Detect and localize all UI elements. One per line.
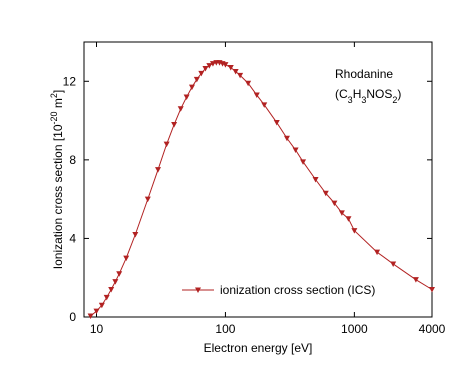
point-marker	[390, 261, 397, 267]
x-tick-label: 100	[215, 322, 235, 336]
point-marker	[198, 70, 205, 77]
point-marker	[132, 232, 139, 238]
x-tick-label: 4000	[419, 322, 446, 336]
x-axis-label: Electron energy [eV]	[204, 341, 313, 355]
point-marker	[93, 308, 100, 315]
annotation-name: Rhodanine	[335, 67, 393, 81]
legend-marker	[195, 287, 201, 293]
point-marker	[123, 255, 130, 262]
point-marker	[108, 287, 115, 293]
point-marker	[338, 210, 345, 216]
point-marker	[144, 196, 151, 203]
point-marker	[98, 302, 105, 309]
label-part: H	[353, 87, 362, 101]
point-marker	[177, 106, 184, 112]
point-marker	[155, 167, 162, 173]
point-marker	[222, 62, 229, 68]
label-part: -20	[49, 111, 59, 124]
point-marker	[163, 141, 170, 148]
label-part: NOS	[366, 87, 392, 101]
label-part: m	[51, 98, 65, 111]
point-marker	[209, 61, 216, 67]
point-marker	[261, 102, 268, 108]
point-marker	[206, 63, 213, 69]
y-tick-label: 4	[69, 231, 76, 245]
point-marker	[232, 68, 239, 75]
x-tick-label: 10	[90, 322, 104, 336]
label-part: 3	[361, 95, 366, 105]
label-part: 3	[348, 95, 353, 105]
point-marker	[202, 66, 209, 72]
point-marker	[345, 216, 352, 222]
point-marker	[374, 249, 381, 256]
point-marker	[183, 94, 190, 100]
label-part: 2	[392, 95, 397, 105]
point-marker	[429, 287, 435, 293]
point-marker	[331, 200, 338, 207]
point-marker	[292, 147, 299, 154]
point-marker	[87, 313, 94, 320]
label-part: ]	[51, 90, 65, 93]
point-marker	[103, 294, 110, 301]
x-tick-label: 1000	[341, 322, 368, 336]
y-axis-label: Ionization cross section [10-20 m2]	[49, 90, 65, 269]
plot-frame	[83, 41, 433, 318]
point-marker	[227, 65, 234, 71]
y-tick-label: 12	[63, 74, 77, 88]
point-marker	[188, 84, 195, 91]
y-tick-label: 8	[69, 153, 76, 167]
point-marker	[237, 72, 244, 79]
point-marker	[300, 159, 307, 165]
point-marker	[412, 277, 419, 283]
point-marker	[322, 190, 329, 197]
label-part: )	[397, 87, 401, 101]
point-marker	[193, 76, 200, 83]
point-marker	[253, 92, 260, 99]
point-marker	[273, 120, 280, 126]
label-part: (C	[335, 87, 348, 101]
point-marker	[283, 135, 290, 142]
annotation-formula: (C3H3NOS2)	[335, 87, 401, 105]
point-marker	[112, 279, 119, 285]
point-marker	[245, 80, 252, 87]
legend-label: ionization cross section (ICS)	[220, 283, 375, 297]
label-part: Ionization cross section [10	[51, 124, 65, 269]
point-marker	[171, 122, 178, 128]
point-marker	[351, 228, 358, 234]
label-part: 2	[49, 93, 59, 98]
y-tick-label: 0	[69, 310, 76, 324]
point-marker	[116, 271, 123, 277]
point-marker	[312, 177, 319, 183]
